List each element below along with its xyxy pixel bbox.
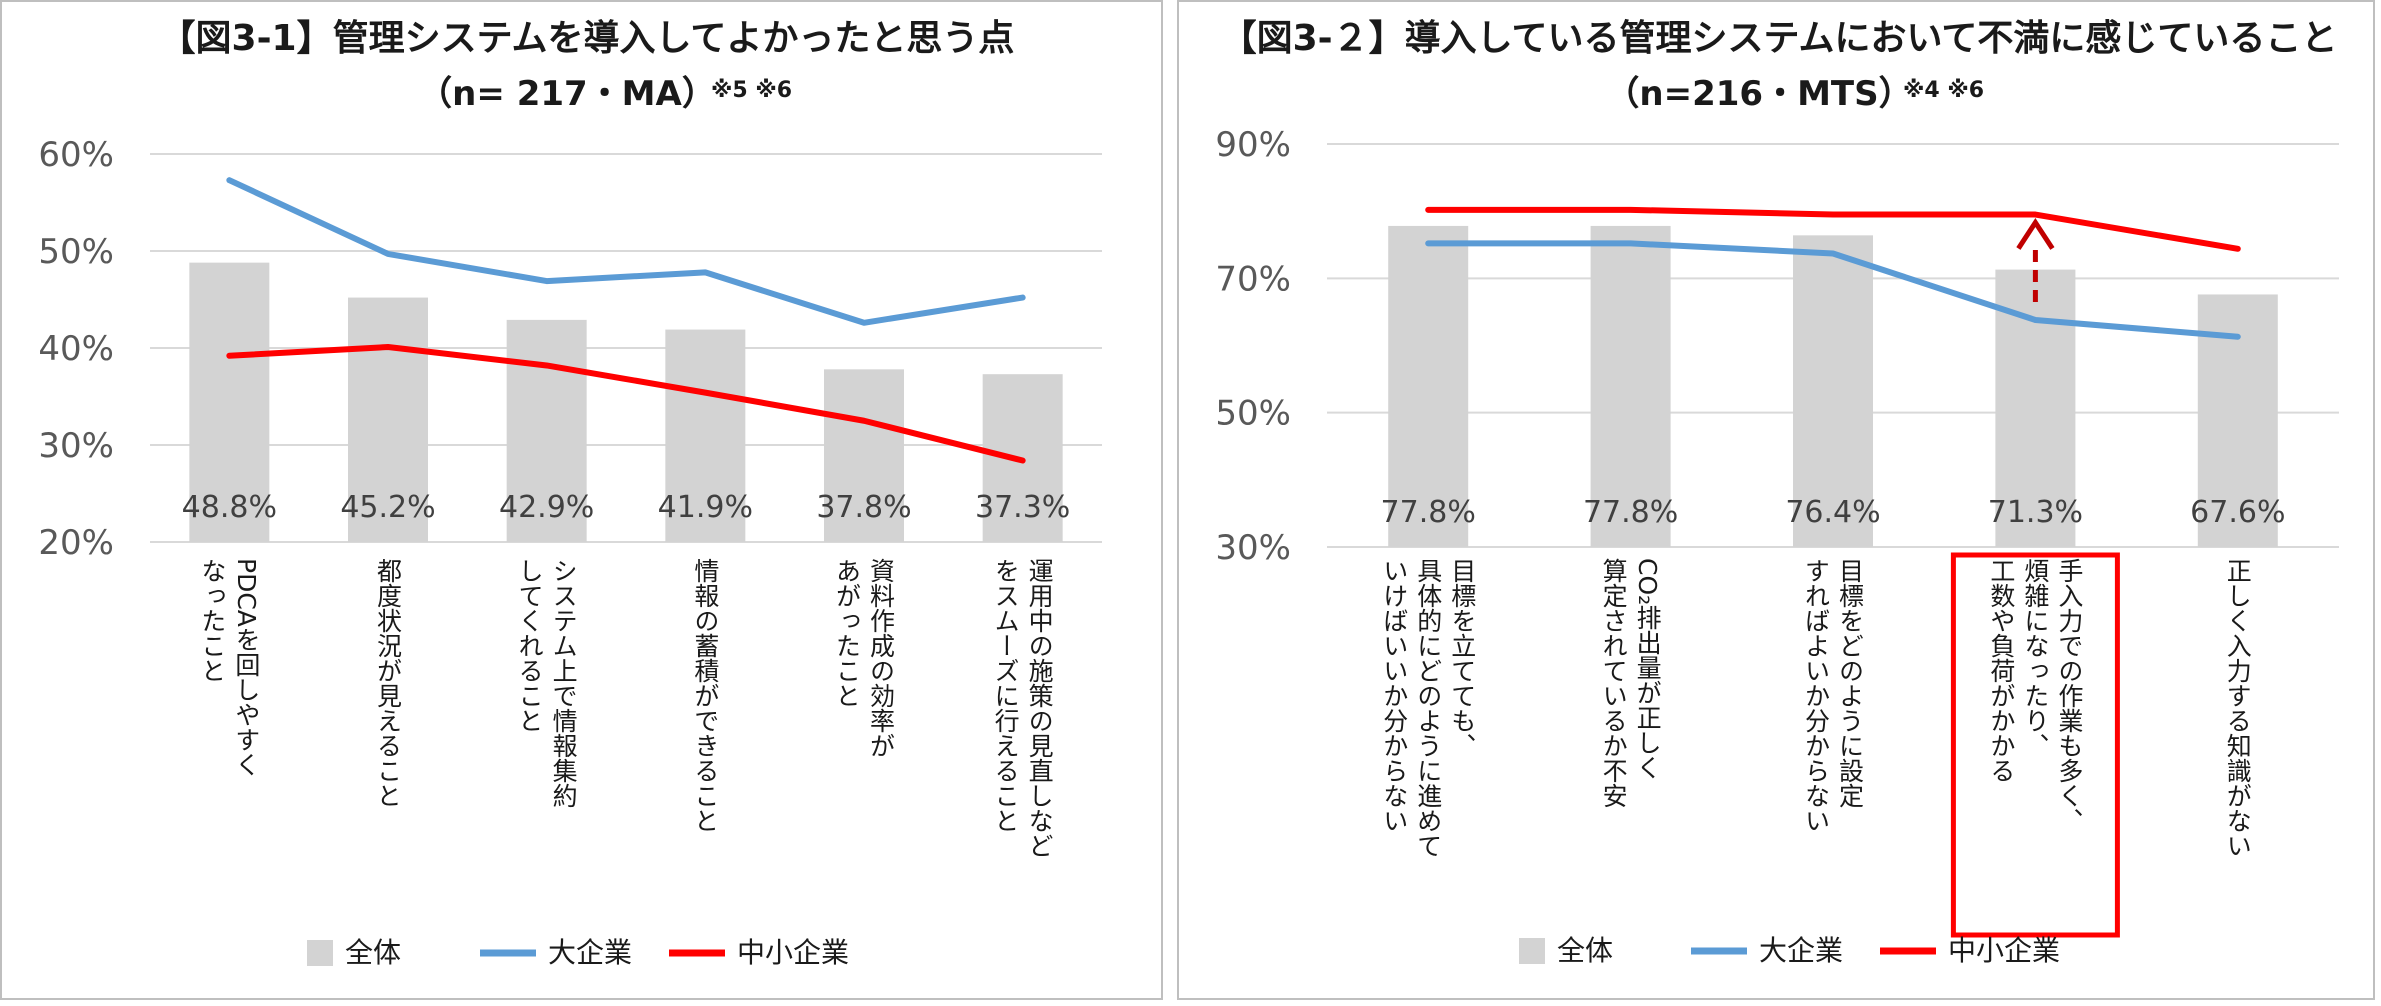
y-tick-label: 40%	[38, 329, 114, 369]
data-label: 76.4%	[1785, 495, 1880, 530]
data-label: 48.8%	[182, 490, 277, 525]
series-line-大企業	[1425, 240, 2241, 340]
chart-title: 【図3-1】管理システムを導入してよかったと思う点	[160, 18, 1015, 59]
x-category-label: 工数や負荷がかかる	[1987, 558, 2016, 783]
x-category-label: すればよいか分からない	[1802, 558, 1831, 833]
legend-label: 中小企業	[737, 936, 849, 969]
series-line-中小企業	[226, 344, 1026, 464]
x-category-label: 煩雑になったり、	[2021, 558, 2050, 758]
bar-全体	[665, 329, 746, 542]
legend-swatch	[307, 940, 333, 966]
series-line-中小企業	[1425, 206, 2241, 252]
legend-label: 全体	[345, 936, 401, 969]
x-category-label: PDCAを回しやすく	[232, 558, 261, 777]
bar-全体	[1388, 225, 1469, 547]
series-line-大企業	[226, 177, 1026, 326]
y-tick-label: 70%	[1215, 259, 1291, 299]
chart-1-svg: 【図3-1】管理システムを導入してよかったと思う点 （n= 217・MA）※5 ※…	[38, 18, 1102, 969]
data-label: 45.2%	[340, 490, 435, 525]
data-label: 77.8%	[1381, 495, 1476, 530]
data-label: 41.9%	[658, 490, 753, 525]
legend-label: 中小企業	[1948, 934, 2060, 967]
legend-label: 大企業	[548, 936, 632, 969]
bar-全体	[1793, 235, 1873, 547]
y-tick-label: 30%	[1215, 528, 1291, 568]
x-category-label: 算定されているか不安	[1599, 558, 1628, 808]
x-category-label: 目標を立てても、	[1448, 558, 1477, 758]
x-category-label: 手入力での作業も多く、	[2055, 558, 2084, 833]
bar-全体	[506, 319, 587, 542]
chart-title: 【図3-２】導入している管理システムにおいて不満に感じていること	[1221, 18, 2338, 59]
x-category-label: システム上で情報集約	[549, 558, 578, 808]
x-category-label: 運用中の施策の見直しなど	[1025, 558, 1054, 858]
x-category-label: なったこと	[198, 558, 227, 683]
y-tick-label: 60%	[38, 135, 114, 175]
x-category-label: 情報の蓄積ができること	[691, 558, 720, 833]
chart-2-svg: 【図3-２】導入している管理システムにおいて不満に感じていること （n=216・M…	[1215, 18, 2339, 967]
x-category-label: あがったこと	[833, 558, 862, 708]
x-category-label: 目標をどのように設定	[1836, 558, 1865, 808]
x-category-label: 正しく入力する知識がない	[2223, 558, 2252, 858]
data-label: 67.6%	[2190, 495, 2285, 530]
bar-全体	[1995, 269, 2076, 547]
chart-panel-1: 【図3-1】管理システムを導入してよかったと思う点 （n= 217・MA） ※5 ※…	[0, 0, 1163, 1000]
y-tick-label: 50%	[1215, 394, 1291, 434]
y-tick-label: 90%	[1215, 125, 1291, 165]
bar-全体	[189, 262, 270, 542]
legend-swatch	[1519, 938, 1545, 964]
chart-subtitle: （n=216・MTS）	[1605, 74, 1912, 114]
highlight-box	[1950, 552, 2120, 938]
chart-note: ※5 ※6	[711, 78, 792, 103]
increase-arrow-head	[2016, 217, 2055, 250]
data-label: 77.8%	[1583, 495, 1678, 530]
data-label: 42.9%	[499, 490, 594, 525]
x-category-label: 具体的にどのように進めて	[1414, 558, 1443, 858]
bar-全体	[1590, 225, 1671, 547]
x-category-label: 都度状況が見えること	[374, 558, 403, 808]
x-category-label: をスムーズに行えること	[991, 558, 1020, 833]
x-category-label: してくれること	[515, 558, 544, 733]
x-category-label: 資料作成の効率が	[867, 558, 896, 758]
data-label: 37.3%	[975, 490, 1070, 525]
chart-subtitle: （n= 217・MA）	[418, 74, 716, 114]
legend-label: 全体	[1557, 934, 1613, 967]
bar-全体	[348, 297, 428, 542]
x-category-label: CO₂排出量が正しく	[1633, 558, 1662, 780]
y-tick-label: 30%	[38, 426, 114, 466]
x-category-label: いけばいいか分からない	[1380, 558, 1409, 833]
y-tick-label: 20%	[38, 523, 114, 563]
legend-label: 大企業	[1759, 934, 1843, 967]
chart-note: ※4 ※6	[1903, 78, 1984, 103]
chart-panel-2: 【図3-２】導入している管理システムにおいて不満に感じていること （n=216・M…	[1177, 0, 2375, 1000]
data-label: 37.8%	[816, 490, 911, 525]
bar-全体	[824, 369, 904, 542]
data-label: 71.3%	[1988, 495, 2083, 530]
y-tick-label: 50%	[38, 232, 114, 272]
